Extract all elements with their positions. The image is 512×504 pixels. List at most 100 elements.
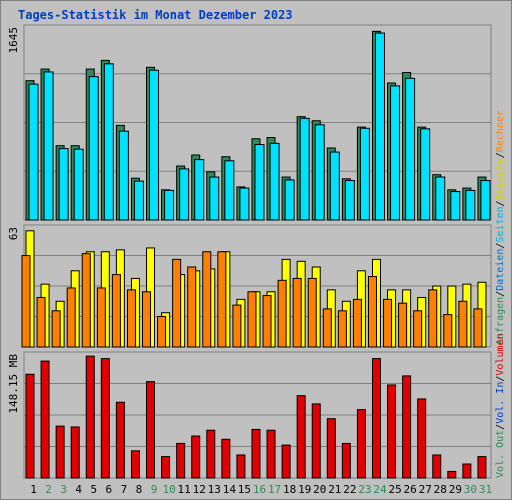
x-axis-labels: 1 2 3 4 5 6 7 8 9 10 11 12 13 14 15 16 17 18 19 20 21 22 23 24 2…: [30, 483, 492, 496]
x-tick-label: 13: [208, 483, 221, 496]
x-tick-label: 19: [298, 483, 311, 496]
bar-rechner-23: [352, 298, 362, 348]
bar-rechner-29: [443, 314, 453, 348]
bar-rechner-12: [187, 266, 197, 348]
x-tick-label: 27: [419, 483, 432, 496]
bar-volumen-22: [341, 442, 351, 479]
bar-dateien-24: [374, 32, 385, 221]
x-tick-label: 31: [479, 483, 492, 496]
bar-dateien-31: [480, 180, 491, 221]
panel-2: 63: [7, 224, 492, 348]
bar-rechner-16: [247, 291, 257, 348]
bar-dateien-20: [314, 124, 325, 221]
bar-volumen-19: [296, 395, 306, 479]
bar-dateien-9: [149, 69, 160, 221]
bar-rechner-9: [142, 291, 152, 348]
y-max-label: 1645: [7, 27, 20, 54]
bar-volumen-9: [146, 381, 156, 479]
bar-rechner-28: [428, 289, 438, 348]
bar-dateien-10: [164, 189, 175, 221]
bar-volumen-18: [281, 444, 291, 479]
bar-volumen-6: [100, 358, 110, 479]
x-tick-label: 8: [136, 483, 143, 496]
x-tick-label: 14: [223, 483, 237, 496]
bar-dateien-6: [103, 63, 114, 221]
bar-dateien-22: [344, 180, 355, 221]
bar-dateien-25: [390, 85, 401, 221]
x-tick-label: 2: [45, 483, 52, 496]
bar-volumen-2: [40, 360, 50, 479]
x-tick-label: 25: [388, 483, 401, 496]
legend-entry: /: [495, 200, 506, 206]
bar-volumen-26: [402, 375, 412, 479]
chart-title: Tages-Statistik im Monat Dezember 2023: [18, 8, 293, 22]
bar-volumen-4: [70, 426, 80, 479]
x-tick-label: 30: [464, 483, 477, 496]
bar-volumen-25: [387, 384, 397, 479]
legend-entry: Besuche: [495, 158, 506, 200]
bar-rechner-15: [232, 304, 242, 348]
x-tick-label: 16: [253, 483, 266, 496]
legend-entry: /: [495, 152, 506, 158]
bar-volumen-14: [221, 438, 231, 479]
legend-entry: Dateien: [495, 249, 506, 291]
bar-volumen-8: [130, 450, 140, 479]
right-legend: Anfragen/Dateien/Seiten/Besuche/RechnerV…: [495, 110, 506, 478]
bar-volumen-17: [266, 429, 276, 479]
x-tick-label: 11: [178, 483, 191, 496]
bar-dateien-21: [329, 151, 340, 221]
bar-volumen-24: [371, 358, 381, 479]
legend-entry: /: [495, 376, 506, 382]
legend-entry: Vol. Out: [495, 430, 506, 478]
bar-rechner-17: [262, 295, 272, 348]
x-tick-label: 24: [373, 483, 387, 496]
bar-dateien-12: [194, 159, 205, 221]
x-tick-label: 7: [121, 483, 128, 496]
legend-entry: /: [495, 291, 506, 297]
bar-dateien-5: [88, 76, 99, 221]
bar-volumen-7: [115, 401, 125, 479]
panel-3: 148.15 MB: [7, 351, 492, 479]
bar-volumen-11: [176, 442, 186, 479]
bar-volumen-13: [206, 429, 216, 479]
bar-volumen-1: [25, 373, 35, 479]
y-max-label: 148.15 MB: [7, 354, 20, 414]
bar-volumen-29: [447, 470, 457, 479]
bar-dateien-23: [359, 127, 370, 221]
bar-dateien-17: [269, 142, 280, 221]
y-max-label: 63: [7, 227, 20, 240]
panel-1: 1645: [7, 24, 492, 221]
bar-volumen-16: [251, 428, 261, 479]
legend-entry: /: [495, 243, 506, 249]
bar-dateien-15: [239, 187, 250, 221]
bar-rechner-1: [21, 255, 31, 348]
x-tick-label: 23: [358, 483, 371, 496]
bar-volumen-12: [191, 435, 201, 479]
x-tick-label: 28: [434, 483, 447, 496]
legend-entry: Seiten: [495, 206, 506, 242]
legend-entry: Volumen: [495, 333, 506, 375]
bar-rechner-11: [172, 258, 182, 348]
bar-volumen-21: [326, 418, 336, 479]
bar-dateien-4: [73, 148, 84, 221]
bar-rechner-3: [51, 310, 61, 348]
x-tick-label: 21: [328, 483, 341, 496]
legend-entry: Vol. In: [495, 382, 506, 424]
bar-dateien-30: [465, 189, 476, 221]
bar-rechner-5: [81, 253, 91, 348]
x-tick-label: 20: [313, 483, 326, 496]
bar-dateien-1: [28, 83, 39, 221]
bar-volumen-15: [236, 454, 246, 479]
bar-dateien-11: [179, 168, 190, 221]
bar-rechner-10: [157, 316, 167, 348]
bar-volumen-23: [356, 409, 366, 479]
bar-dateien-29: [450, 191, 461, 221]
bar-dateien-3: [58, 148, 69, 221]
x-tick-label: 1: [30, 483, 37, 496]
bar-volumen-10: [161, 456, 171, 479]
right-legend-top: Anfragen/Dateien/Seiten/Besuche/Rechner: [495, 110, 506, 345]
bar-rechner-31: [473, 308, 483, 348]
bar-dateien-19: [299, 117, 310, 221]
